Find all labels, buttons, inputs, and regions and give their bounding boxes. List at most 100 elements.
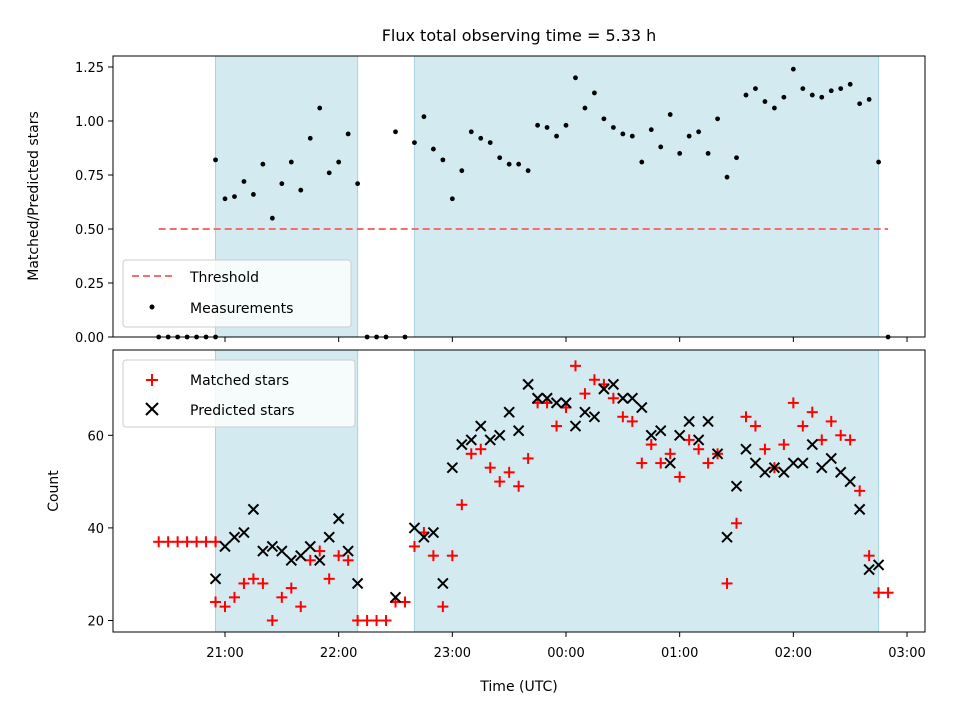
matched-star-point — [854, 485, 866, 497]
matched-star-point — [522, 452, 534, 464]
matched-star-point — [873, 587, 885, 599]
bottom-x-ticks: 21:00 22:00 23:00 00:00 01:00 02:00 03:00 — [206, 632, 926, 661]
predicted-star-point — [541, 392, 553, 404]
measurement-point — [506, 161, 512, 167]
legend-matched-swatch — [146, 374, 158, 386]
predicted-star-point — [617, 392, 629, 404]
measurement-point — [355, 181, 361, 187]
top-y-tick-label: 0.00 — [75, 331, 104, 346]
measurement-point — [838, 86, 844, 91]
matched-star-point — [352, 615, 364, 626]
top-y-tick-label: 0.75 — [75, 169, 104, 184]
matched-star-point — [551, 420, 563, 432]
measurement-point — [251, 192, 256, 197]
top-panel: 0.00 0.25 0.50 0.75 1.00 1.25 Flux total obse… — [26, 26, 926, 346]
measurement-point — [326, 170, 332, 176]
measurement-point — [828, 88, 834, 94]
x-tick-label: 03:00 — [888, 646, 925, 661]
predicted-star-point — [560, 397, 572, 409]
predicted-star-point — [295, 549, 307, 562]
measurement-point — [497, 155, 503, 161]
matched-star-point — [456, 499, 468, 511]
predicted-star-point — [645, 429, 657, 442]
measurement-point — [582, 105, 588, 111]
predicted-star-point — [238, 526, 250, 539]
matched-star-point — [361, 615, 373, 626]
matched-star-point — [314, 545, 326, 557]
bottom-panel-frame — [112, 349, 926, 633]
matched-star-point — [721, 577, 733, 589]
matched-star-point — [153, 536, 165, 548]
matched-star-point — [636, 457, 648, 469]
matched-star-point — [588, 374, 600, 386]
x-tick-label: 02:00 — [775, 646, 812, 661]
measurement-point — [658, 144, 664, 150]
matched-star-point — [228, 591, 240, 603]
predicted-star-point — [503, 406, 515, 418]
predicted-star-point — [768, 462, 781, 474]
legend-measurements-label: Measurements — [190, 301, 293, 317]
measurement-point — [743, 92, 749, 98]
matched-star-point — [806, 406, 818, 418]
measurement-point — [573, 75, 578, 81]
measurement-point — [232, 194, 237, 200]
measurement-point — [876, 159, 882, 165]
measurement-point — [772, 105, 777, 111]
matched-star-point — [579, 388, 591, 400]
measurement-point — [639, 159, 645, 165]
predicted-star-point — [759, 466, 771, 479]
legend-measurements-swatch — [149, 304, 155, 310]
predicted-star-point — [797, 457, 809, 469]
matched-star-point — [380, 615, 392, 626]
predicted-star-point — [711, 448, 724, 460]
predicted-star-point — [825, 452, 837, 465]
predicted-star-point — [863, 563, 875, 576]
predicted-star-point — [721, 531, 733, 543]
predicted-star-point — [664, 457, 676, 469]
legend-matched-label: Matched stars — [190, 373, 289, 389]
predicted-star-point — [276, 545, 288, 557]
predicted-star-point — [740, 443, 752, 455]
legend-predicted-label: Predicted stars — [190, 403, 295, 419]
measurement-point — [734, 155, 739, 161]
matched-star-point — [645, 439, 657, 451]
measurement-point — [260, 161, 266, 167]
predicted-star-point — [806, 438, 819, 451]
matched-star-point — [427, 550, 439, 562]
matched-star-point — [787, 397, 799, 409]
measurement-point — [336, 159, 342, 165]
matched-star-point — [304, 554, 316, 566]
legend-threshold-label: Threshold — [189, 270, 259, 286]
bottom-y-tick-label: 20 — [87, 615, 104, 630]
matched-star-point — [257, 577, 269, 589]
predicted-star-point — [550, 397, 563, 409]
measurement-point — [459, 168, 465, 174]
matched-star-point — [191, 536, 203, 548]
matched-star-point — [693, 443, 705, 455]
predicted-star-point — [522, 378, 534, 391]
x-tick-label: 01:00 — [661, 646, 698, 661]
matched-star-point — [266, 615, 278, 626]
predicted-star-point — [673, 429, 686, 442]
matched-star-point — [844, 434, 856, 446]
predicted-star-point — [778, 466, 790, 479]
x-tick-label: 22:00 — [320, 646, 357, 661]
top-shaded-intervals — [215, 55, 880, 338]
predicted-star-point — [475, 420, 487, 432]
predicted-star-point — [730, 480, 743, 492]
matched-star-point — [702, 457, 714, 469]
measurement-point — [288, 159, 294, 165]
predicted-star-point — [493, 429, 506, 442]
matched-star-point — [664, 448, 676, 460]
measurement-point — [781, 94, 787, 100]
measurement-point — [393, 129, 398, 135]
measurement-point — [487, 140, 493, 146]
measurement-point — [516, 161, 522, 167]
measurement-point — [847, 81, 853, 87]
predicted-star-point — [655, 424, 667, 437]
matched-star-point — [740, 411, 752, 423]
matched-star-point — [181, 536, 193, 548]
measurement-point — [345, 131, 351, 137]
predicted-star-point — [437, 577, 449, 590]
